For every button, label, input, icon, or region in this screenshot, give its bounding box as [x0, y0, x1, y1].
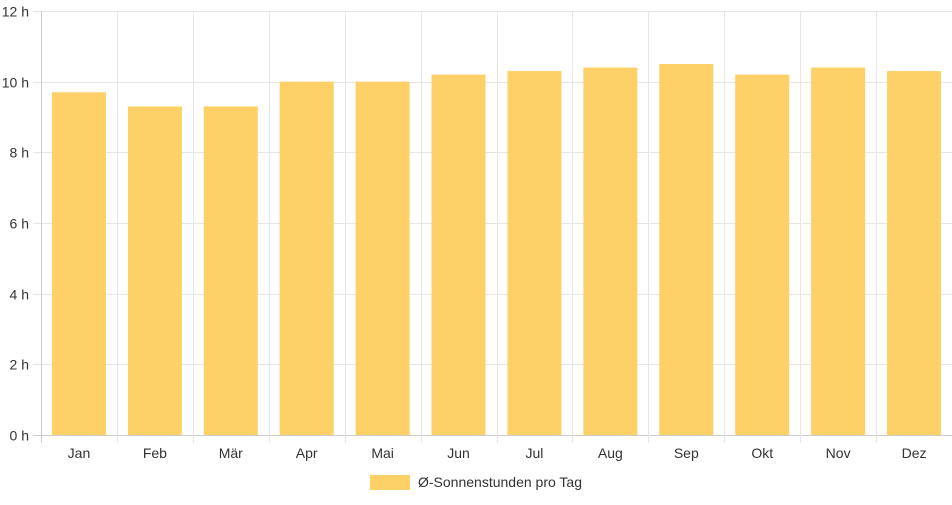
bar-jul[interactable]	[507, 71, 562, 436]
legend[interactable]: Ø-Sonnenstunden pro Tag	[370, 474, 582, 490]
bar-aug[interactable]	[583, 67, 638, 436]
x-tick-label: Aug	[598, 445, 623, 461]
bar-okt[interactable]	[735, 74, 790, 435]
bar-apr[interactable]	[279, 81, 334, 436]
y-tick-label: 6 h	[10, 216, 29, 232]
legend-label[interactable]: Ø-Sonnenstunden pro Tag	[418, 474, 582, 490]
x-tick-label: Jan	[68, 445, 91, 461]
bar-jun[interactable]	[431, 74, 486, 435]
x-tick-label: Feb	[143, 445, 167, 461]
y-tick-label: 8 h	[10, 145, 29, 161]
x-tick-label: Jun	[447, 445, 470, 461]
bar-jan[interactable]	[51, 92, 106, 436]
x-tick-label: Apr	[296, 445, 318, 461]
bar-mai[interactable]	[355, 81, 410, 436]
x-tick-label: Jul	[526, 445, 544, 461]
grid-lines	[33, 11, 952, 443]
bar-sep[interactable]	[659, 64, 714, 435]
bar-dez[interactable]	[887, 71, 942, 436]
bar-feb[interactable]	[127, 106, 182, 436]
x-tick-label: Sep	[674, 445, 699, 461]
x-tick-label: Nov	[826, 445, 851, 461]
x-tick-label: Okt	[751, 445, 773, 461]
y-tick-label: 10 h	[2, 75, 29, 91]
x-tick-label: Mai	[371, 445, 394, 461]
axes: 0 h 2 h 4 h 6 h 8 h 10 h 12 h Jan Feb Mär Apr Mai Ju…	[2, 4, 927, 462]
y-tick-label: 0 h	[10, 428, 29, 444]
x-tick-label: Dez	[902, 445, 927, 461]
bar-nov[interactable]	[811, 67, 866, 436]
bars	[51, 64, 942, 436]
y-tick-label: 4 h	[10, 287, 29, 303]
bar-mär[interactable]	[203, 106, 258, 436]
y-tick-label: 2 h	[10, 357, 29, 373]
x-tick-label: Mär	[219, 445, 243, 461]
legend-swatch[interactable]	[370, 475, 410, 490]
y-tick-label: 12 h	[2, 4, 29, 20]
